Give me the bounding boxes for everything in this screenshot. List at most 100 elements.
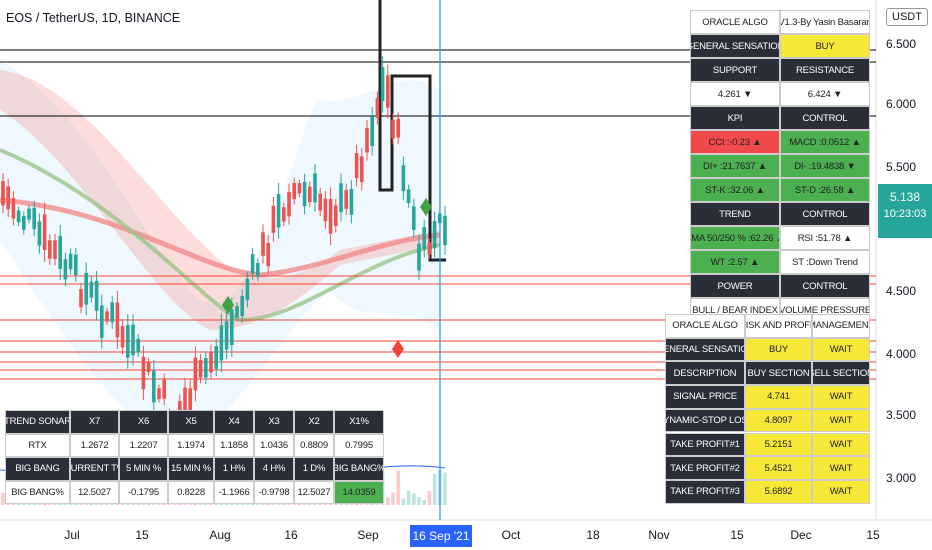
table-cell: WAIT xyxy=(812,456,870,480)
table-cell: BUY xyxy=(780,34,870,58)
candle-body xyxy=(292,182,296,200)
candle-body xyxy=(391,119,395,139)
table-cell: WAIT xyxy=(812,385,870,409)
candle-body xyxy=(27,208,31,220)
candle-body xyxy=(131,324,135,356)
table-cell: TAKE PROFIT#3 xyxy=(665,479,745,504)
table-cell: RTX xyxy=(5,433,70,457)
price-label: 5.500 xyxy=(886,160,917,174)
table-cell: WAIT xyxy=(812,337,870,362)
table-cell: 1.0436 xyxy=(254,433,294,457)
diamond xyxy=(222,296,234,314)
candle-body xyxy=(136,338,140,353)
table-cell: CONTROL xyxy=(780,202,870,226)
table-cell: KPI xyxy=(690,106,780,130)
table-cell: -0.1795 xyxy=(119,480,168,504)
table-cell: -0.9798 xyxy=(254,480,294,504)
diamond xyxy=(392,340,404,358)
table-cell: 5.2151 xyxy=(745,432,812,457)
countdown: 10:23:03 xyxy=(883,208,927,220)
candle-body xyxy=(68,253,73,270)
table-cell: WAIT xyxy=(812,432,870,457)
candle-body xyxy=(422,227,426,250)
volume-bar xyxy=(417,497,421,505)
candle-body xyxy=(48,240,52,259)
candle-body xyxy=(328,199,333,234)
time-label: Jul xyxy=(64,528,80,542)
table-cell: 5.4521 xyxy=(745,456,812,480)
candle-body xyxy=(250,254,255,274)
table-cell: TREND SONAR xyxy=(5,410,70,434)
candle-body xyxy=(256,263,260,277)
time-label: Oct xyxy=(501,528,521,542)
candle-body xyxy=(276,193,281,228)
candle-body xyxy=(183,387,187,417)
candle-body xyxy=(396,118,400,138)
volume-bar xyxy=(401,498,406,505)
table-cell: 6.424 ▼ xyxy=(780,82,870,106)
table-cell: 1 H% xyxy=(214,457,254,481)
candle-body xyxy=(308,186,312,203)
candle-body xyxy=(360,156,364,183)
candle-body xyxy=(79,289,83,308)
candle-body xyxy=(1,181,5,206)
candle-body xyxy=(209,351,213,373)
candle-body xyxy=(204,358,208,378)
candle-body xyxy=(313,173,317,203)
candle-body xyxy=(417,243,421,271)
candle-body xyxy=(287,191,291,217)
table-cell: ST-K :32.06 ▲ xyxy=(690,178,780,202)
candle-body xyxy=(74,254,78,276)
table-cell: X2 xyxy=(294,410,334,434)
candle-body xyxy=(235,306,239,318)
candle-body xyxy=(120,326,125,348)
table-cell: DESCRIPTION xyxy=(665,361,745,386)
last-price: 5.138 xyxy=(889,190,921,204)
table-cell: X7 xyxy=(70,410,119,434)
cursor-date: 16 Sep '21 xyxy=(410,525,472,547)
price-label: 6.000 xyxy=(886,97,917,111)
table-cell: TAKE PROFIT#1 xyxy=(665,432,745,457)
table-cell: BIG BANG% xyxy=(5,480,70,504)
table-cell: 1.2207 xyxy=(119,433,168,457)
candle-body xyxy=(261,232,265,256)
table-cell: X4 xyxy=(214,410,254,434)
last-price-badge: 5.138 10:23:03 xyxy=(878,184,932,238)
candle-body xyxy=(188,388,192,415)
candle-body xyxy=(115,302,120,338)
candle-body xyxy=(230,309,234,346)
table-cell: RESISTANCE xyxy=(780,58,870,82)
table-cell: BUY SECTION xyxy=(745,361,812,386)
time-label: Aug xyxy=(209,528,231,542)
volume-bar xyxy=(432,473,437,505)
table-cell: X5 xyxy=(168,410,214,434)
candle-body xyxy=(63,259,68,280)
volume-bar xyxy=(427,490,432,505)
candle-body xyxy=(282,207,286,222)
price-label: 6.500 xyxy=(886,37,917,51)
table-cell: TAKE PROFIT#2 xyxy=(665,456,745,480)
currency-button[interactable]: USDT xyxy=(886,8,928,26)
table-cell: 14.0359 xyxy=(334,480,384,504)
table-cell: 4.8097 xyxy=(745,408,812,433)
table-cell: 4.261 ▼ xyxy=(690,82,780,106)
table-cell: 1.1974 xyxy=(168,433,214,457)
table-cell: 12.5027 xyxy=(70,480,119,504)
candle-body xyxy=(37,221,42,246)
time-label: 18 xyxy=(586,528,600,542)
candle-body xyxy=(146,361,151,373)
candle-body xyxy=(318,193,322,211)
table-cell: CURRENT T% xyxy=(70,457,119,481)
candle-body xyxy=(302,181,307,207)
candle-body xyxy=(323,198,328,222)
table-cell: BIG BANG% xyxy=(334,457,384,481)
volume-bar xyxy=(422,499,426,505)
price-label: 4.000 xyxy=(886,347,917,361)
candle-body xyxy=(334,205,338,226)
table-cell: POWER xyxy=(690,274,780,298)
table-cell: 1.2672 xyxy=(70,433,119,457)
price-label: 3.000 xyxy=(886,471,917,485)
table-cell: MACD :0.0512 ▲ xyxy=(780,130,870,154)
table-cell: 0.7995 xyxy=(334,433,384,457)
